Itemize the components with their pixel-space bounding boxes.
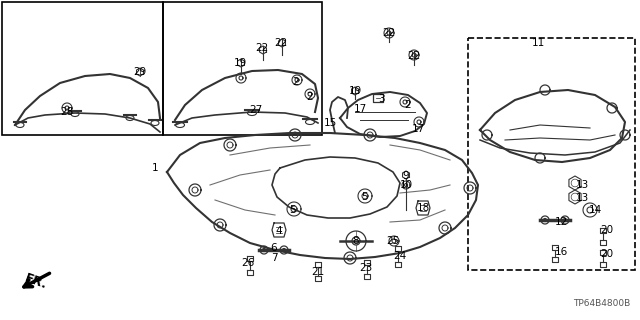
- Text: 8: 8: [353, 236, 359, 246]
- Text: TP64B4800B: TP64B4800B: [573, 299, 630, 308]
- Text: 19: 19: [234, 58, 246, 68]
- Text: 28: 28: [60, 107, 74, 117]
- Text: 9: 9: [403, 171, 410, 181]
- Text: 4: 4: [276, 226, 282, 236]
- Text: 14: 14: [588, 205, 602, 215]
- Text: 23: 23: [360, 263, 372, 273]
- Text: 20: 20: [600, 225, 614, 235]
- Text: 17: 17: [353, 104, 367, 114]
- Text: 26: 26: [241, 258, 255, 268]
- Text: 2: 2: [292, 77, 300, 87]
- Text: 22: 22: [255, 43, 269, 53]
- Text: 7: 7: [271, 253, 277, 263]
- Text: 20: 20: [600, 249, 614, 259]
- Text: 1: 1: [152, 163, 158, 173]
- Text: 2: 2: [404, 100, 412, 110]
- Text: 21: 21: [312, 267, 324, 277]
- Text: 19: 19: [348, 86, 362, 96]
- Text: 10: 10: [399, 180, 413, 190]
- Text: 18: 18: [417, 203, 429, 213]
- Text: 12: 12: [554, 217, 568, 227]
- Text: 13: 13: [575, 193, 589, 203]
- Text: 24: 24: [394, 251, 406, 261]
- Text: 5: 5: [290, 205, 296, 215]
- Text: 3: 3: [378, 94, 384, 104]
- Text: 29: 29: [133, 67, 147, 77]
- Text: 22: 22: [382, 28, 396, 38]
- Text: 22: 22: [275, 38, 287, 48]
- Text: 16: 16: [554, 247, 568, 257]
- Text: 11: 11: [531, 38, 545, 48]
- Text: 13: 13: [575, 180, 589, 190]
- Text: 25: 25: [387, 236, 399, 246]
- Text: 22: 22: [408, 51, 420, 61]
- Text: FR.: FR.: [23, 272, 49, 292]
- Text: 2: 2: [307, 92, 314, 102]
- Text: 27: 27: [250, 105, 262, 115]
- Text: 5: 5: [362, 192, 368, 202]
- Text: 6: 6: [271, 243, 277, 253]
- Text: 15: 15: [323, 118, 337, 128]
- Text: 17: 17: [412, 124, 424, 134]
